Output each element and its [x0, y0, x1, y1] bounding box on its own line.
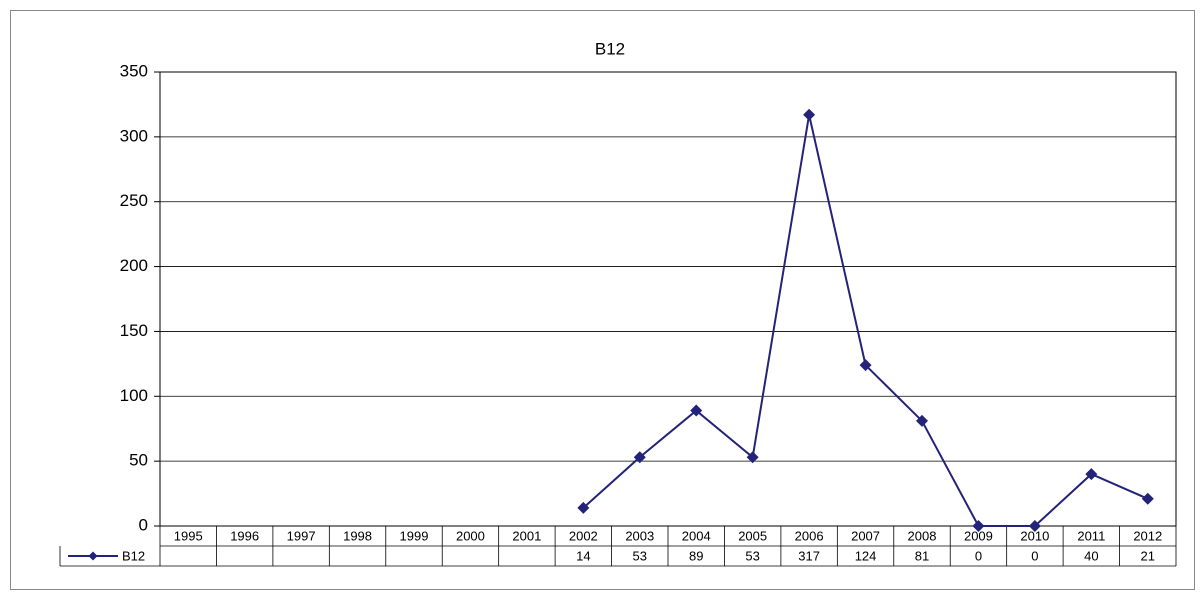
y-tick-label: 0 [139, 515, 148, 534]
y-tick-label: 300 [120, 126, 148, 145]
x-tick-label: 1997 [287, 528, 316, 543]
table-value: 53 [633, 548, 647, 563]
x-tick-label: 2000 [456, 528, 485, 543]
x-tick-label: 2003 [625, 528, 654, 543]
y-tick-label: 100 [120, 386, 148, 405]
marker [746, 451, 759, 464]
x-tick-label: 2009 [964, 528, 993, 543]
x-tick-label: 2011 [1077, 528, 1105, 543]
x-tick-label: 2005 [738, 528, 767, 543]
table-value: 14 [576, 548, 590, 563]
legend-marker [88, 551, 98, 561]
chart-border [10, 10, 1195, 590]
table-value: 40 [1084, 548, 1098, 563]
x-tick-label: 2007 [851, 528, 880, 543]
marker [972, 520, 985, 532]
y-tick-label: 50 [129, 451, 148, 470]
marker [803, 108, 816, 121]
marker [633, 451, 646, 464]
x-tick-label: 2006 [795, 528, 824, 543]
table-value: 0 [975, 548, 982, 563]
marker [577, 501, 590, 514]
table-value: 124 [855, 548, 877, 563]
x-tick-label: 1996 [230, 528, 259, 543]
table-value: 81 [915, 548, 929, 563]
table-value: 53 [745, 548, 759, 563]
marker [1028, 520, 1041, 532]
x-tick-label: 2001 [512, 528, 541, 543]
table-value: 317 [798, 548, 820, 563]
marker [690, 404, 703, 417]
x-tick-label: 2002 [569, 528, 598, 543]
table-value: 21 [1141, 548, 1155, 563]
chart-title: B12 [595, 39, 625, 58]
y-tick-label: 350 [120, 61, 148, 80]
y-tick-label: 200 [120, 256, 148, 275]
y-tick-label: 250 [120, 191, 148, 210]
y-tick-label: 150 [120, 321, 148, 340]
x-tick-label: 2012 [1133, 528, 1162, 543]
legend-label: B12 [122, 548, 145, 563]
marker [859, 359, 872, 372]
x-tick-label: 2004 [682, 528, 711, 543]
marker [916, 414, 928, 427]
x-tick-label: 2008 [908, 528, 937, 543]
x-tick-label: 2010 [1020, 528, 1049, 543]
table-value: 89 [689, 548, 703, 563]
table-value: 0 [1031, 548, 1038, 563]
marker [1085, 468, 1098, 481]
x-tick-label: 1995 [174, 528, 203, 543]
marker [1141, 492, 1154, 505]
x-tick-label: 1998 [343, 528, 372, 543]
x-tick-label: 1999 [400, 528, 429, 543]
